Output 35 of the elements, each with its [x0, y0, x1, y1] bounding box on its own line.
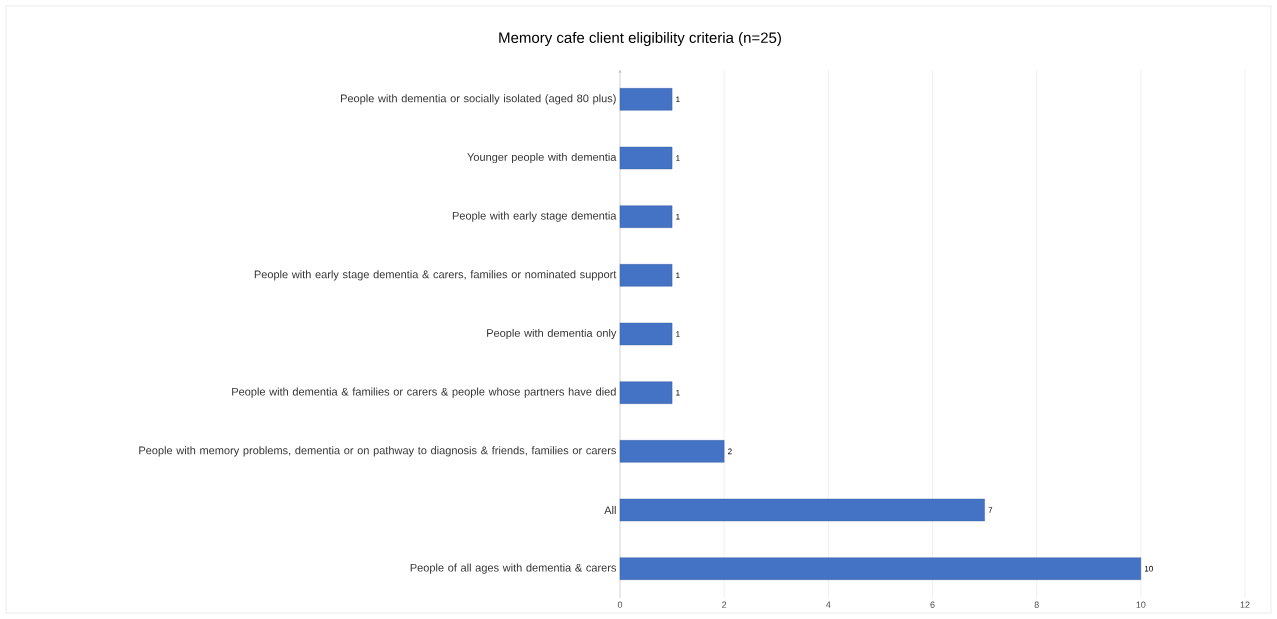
x-tick-label: 10 [1136, 601, 1146, 608]
data-label: 1 [676, 96, 680, 103]
bar [619, 88, 673, 111]
y-tick-label: People with dementia & families or carers & people whose partners have died [232, 387, 616, 398]
data-label: 1 [676, 389, 680, 396]
y-tick-label: People of all ages with dementia & carers [410, 563, 617, 574]
data-label: 10 [1144, 565, 1153, 572]
bar [619, 557, 1142, 580]
y-tick-label: People with memory problems, dementia or on pathway to diagnosis & friends, families or carers [139, 446, 616, 457]
data-label: 2 [728, 448, 732, 455]
data-label: 1 [676, 272, 680, 279]
y-tick-label: All [604, 506, 616, 514]
bar [619, 264, 673, 287]
x-tick-label: 12 [1240, 601, 1250, 608]
data-label: 7 [988, 507, 993, 513]
x-tick-label: 4 [826, 601, 831, 608]
bar [619, 322, 673, 346]
bar [619, 381, 673, 404]
x-tick-label: 8 [1034, 601, 1039, 608]
bar [619, 498, 985, 522]
x-tick-label: 2 [722, 601, 727, 608]
x-tick-label: 6 [930, 601, 935, 608]
y-tick-label: Younger people with dementia [467, 152, 617, 164]
x-tick-label: 0 [617, 601, 623, 608]
y-tick-label: People with early stage dementia & carers, families or nominated support [254, 270, 617, 281]
y-tick-label: People with dementia or socially isolated (aged 80 plus) [341, 94, 616, 105]
data-label: 1 [676, 331, 680, 337]
data-label: 1 [676, 155, 680, 161]
bar [619, 146, 673, 170]
bar [619, 205, 673, 228]
y-tick-label: People with dementia only [487, 328, 617, 340]
bar [619, 440, 725, 463]
chart-title: Memory cafe client eligibility criteria (n=25) [499, 32, 781, 46]
data-label: 1 [676, 213, 680, 220]
y-tick-label: People with early stage dementia [452, 211, 617, 222]
